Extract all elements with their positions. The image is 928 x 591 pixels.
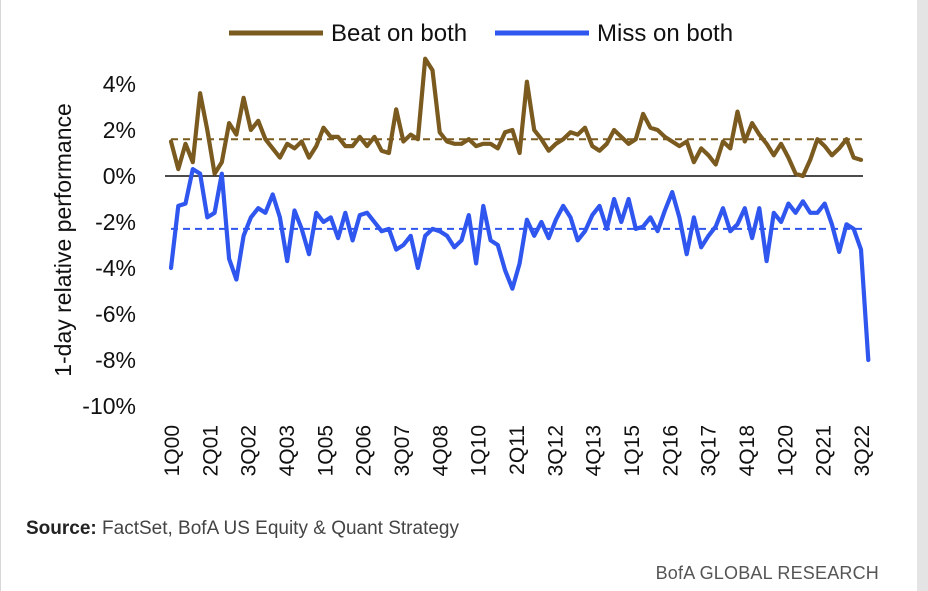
x-tick-label: 4Q03: [276, 425, 299, 476]
chart-legend: Beat on both Miss on both: [229, 20, 733, 47]
x-tick-label: 3Q02: [238, 425, 261, 476]
series-lines: [168, 56, 871, 363]
x-tick-label: 4Q13: [583, 425, 606, 476]
y-tick-label: 2%: [103, 117, 136, 143]
legend-label-beat-on-both: Beat on both: [331, 20, 467, 47]
x-tick-label: 1Q00: [161, 425, 184, 476]
x-tick-label: 1Q10: [468, 425, 491, 476]
legend-label-miss-on-both: Miss on both: [597, 20, 733, 47]
source-label: Source:: [26, 518, 97, 539]
source-note: Source: FactSet, BofA US Equity & Quant …: [26, 518, 459, 540]
y-tick-label: -6%: [95, 301, 136, 327]
x-tick-label: 3Q07: [391, 425, 414, 476]
x-tick-label: 2Q01: [199, 425, 222, 476]
x-tick-label: 2Q06: [353, 425, 376, 476]
y-axis-label: 1-day relative performance: [50, 103, 76, 377]
line-chart: Beat on both Miss on both 1-day relative…: [50, 20, 874, 476]
x-tick-label: 4Q18: [736, 425, 759, 476]
x-tick-label: 3Q22: [851, 425, 874, 476]
x-tick-label: 2Q21: [813, 425, 836, 476]
x-tick-label: 1Q05: [314, 425, 337, 476]
y-tick-label: -8%: [95, 347, 136, 373]
series-line-beat-on-both: [168, 56, 864, 179]
x-tick-label: 3Q12: [544, 425, 567, 476]
x-tick-label: 3Q17: [698, 425, 721, 476]
brand-footer: BofA GLOBAL RESEARCH: [655, 563, 879, 583]
y-tick-label: 4%: [103, 71, 136, 97]
x-axis-ticks: 1Q00 2Q01 3Q02 4Q03 1Q05 2Q06 3Q07 4Q08 1Q10 2Q11…: [161, 425, 874, 476]
y-tick-label: -2%: [95, 209, 136, 235]
y-tick-label: -10%: [82, 393, 136, 419]
y-tick-label: -4%: [95, 255, 136, 281]
y-axis-ticks: 4% 2% 0% -2% -4% -6% -8% -10%: [82, 71, 136, 419]
x-tick-label: 4Q08: [429, 425, 452, 476]
x-tick-label: 1Q15: [621, 425, 644, 476]
series-line-miss-on-both: [168, 167, 871, 363]
x-tick-label: 2Q16: [659, 425, 682, 476]
x-tick-label: 1Q20: [774, 425, 797, 476]
x-tick-label: 2Q11: [506, 425, 529, 475]
source-text: FactSet, BofA US Equity & Quant Strategy: [102, 518, 459, 539]
y-tick-label: 0%: [103, 163, 136, 189]
